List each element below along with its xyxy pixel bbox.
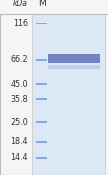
Text: 18.4: 18.4 <box>11 137 28 146</box>
Text: 66.2: 66.2 <box>10 55 28 64</box>
Text: 25.0: 25.0 <box>10 118 28 127</box>
FancyBboxPatch shape <box>36 83 47 85</box>
FancyBboxPatch shape <box>36 141 47 143</box>
FancyBboxPatch shape <box>36 98 47 100</box>
FancyBboxPatch shape <box>36 157 47 159</box>
FancyBboxPatch shape <box>32 14 105 175</box>
FancyBboxPatch shape <box>48 54 100 63</box>
Text: 116: 116 <box>13 19 28 28</box>
Text: M: M <box>38 0 45 8</box>
Text: kDa: kDa <box>13 0 28 8</box>
FancyBboxPatch shape <box>48 65 100 69</box>
Text: 14.4: 14.4 <box>11 153 28 162</box>
FancyBboxPatch shape <box>36 23 47 24</box>
Text: 35.8: 35.8 <box>10 95 28 104</box>
FancyBboxPatch shape <box>36 121 47 123</box>
Text: 45.0: 45.0 <box>10 80 28 89</box>
FancyBboxPatch shape <box>36 59 47 61</box>
